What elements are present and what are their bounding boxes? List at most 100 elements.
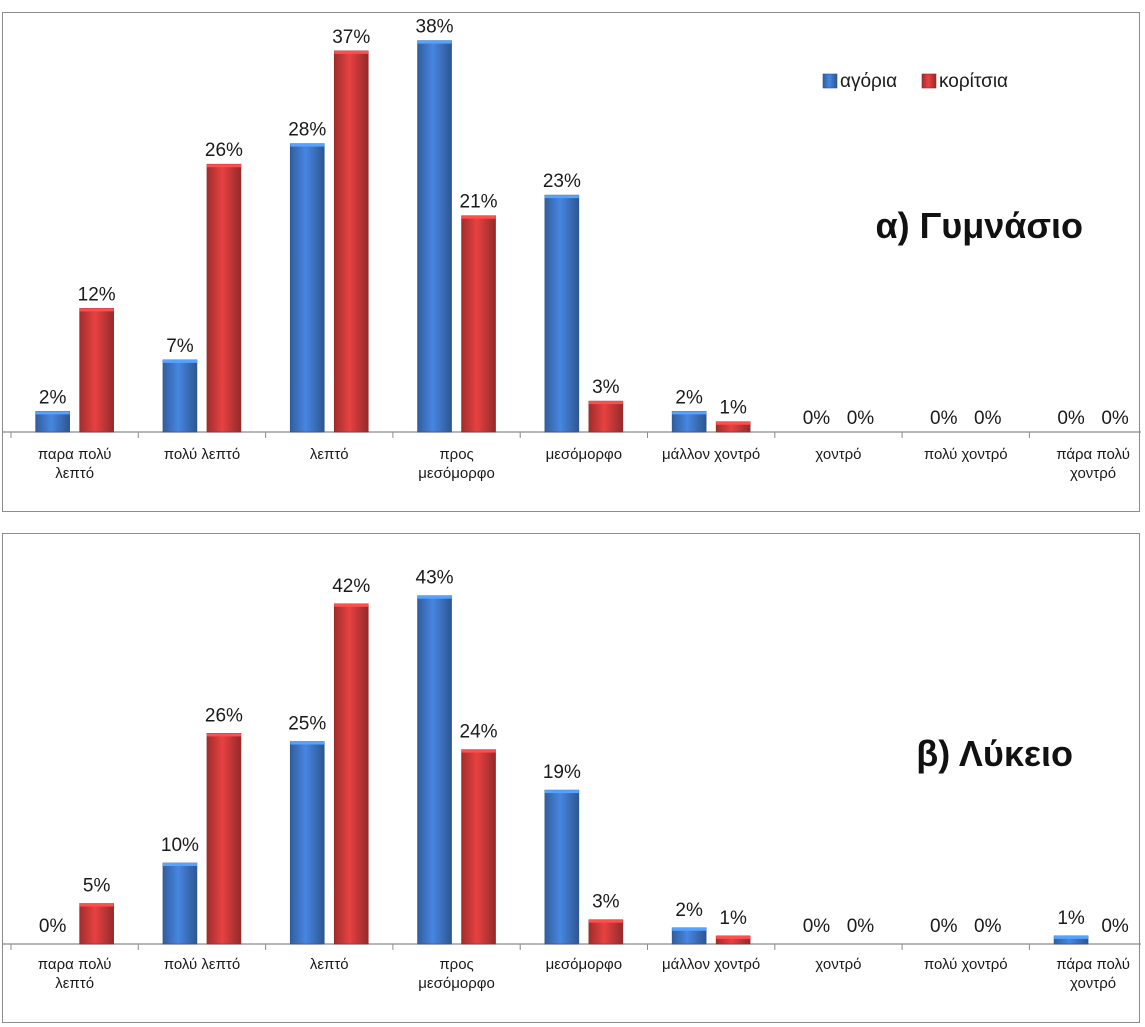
bar-cap xyxy=(290,741,325,745)
chart-panel-lykeio: 0% 5% παρα πολύ λεπτό 10% 26% πολύ λεπτό 25% 42%… xyxy=(2,533,1141,1023)
data-label-girls: 12% xyxy=(78,284,116,305)
category-label: παρα πολύ xyxy=(38,446,112,463)
data-label-girls: 0% xyxy=(974,916,1002,937)
bar-girls xyxy=(461,749,496,945)
data-label-boys: 43% xyxy=(416,568,454,589)
bar-cap xyxy=(1054,935,1089,939)
data-label-girls: 1% xyxy=(719,398,747,419)
data-label-girls: 24% xyxy=(460,722,498,743)
bar-cap xyxy=(672,411,707,415)
data-label-boys: 0% xyxy=(39,916,67,937)
legend-label: αγόρια xyxy=(840,71,897,92)
bar-girls xyxy=(333,50,369,433)
data-label-girls: 5% xyxy=(83,876,111,897)
category-label: πολύ λεπτό xyxy=(164,446,241,463)
bar-girls xyxy=(333,603,369,945)
data-label-boys: 2% xyxy=(675,387,703,408)
bar-boys xyxy=(289,741,325,945)
category-label: προς xyxy=(439,956,473,973)
category-label: λεπτό xyxy=(55,975,94,992)
data-label-boys: 25% xyxy=(288,714,326,735)
data-label-boys: 1% xyxy=(1057,908,1085,929)
bar-boys xyxy=(162,862,198,945)
data-label-boys: 2% xyxy=(675,900,703,921)
data-label-boys: 0% xyxy=(930,916,958,937)
data-label-girls: 42% xyxy=(332,576,370,597)
bar-boys xyxy=(544,194,580,433)
bar-boys xyxy=(417,40,452,433)
data-label-boys: 19% xyxy=(543,762,581,783)
data-label-boys: 2% xyxy=(39,387,67,408)
legend-label: κορίτσια xyxy=(939,71,1008,92)
chart-gymnasio: 2% 12% παρα πολύ λεπτό 7% 26% πολύ λεπτό 28% 37%… xyxy=(3,17,1141,482)
bar-cap xyxy=(162,359,197,363)
bar-girls xyxy=(588,919,624,945)
data-label-girls: 21% xyxy=(460,192,498,213)
data-label-boys: 23% xyxy=(543,171,581,192)
category-label: πάρα πολύ xyxy=(1056,446,1130,463)
chart-title: β) Λύκειο xyxy=(916,733,1073,774)
bar-boys xyxy=(35,411,70,433)
data-label-boys: 7% xyxy=(166,336,194,357)
category-label: χοντρό xyxy=(815,956,861,973)
bar-girls xyxy=(206,163,242,433)
data-label-girls: 0% xyxy=(974,408,1002,429)
data-label-girls: 0% xyxy=(847,408,875,429)
category-label: μάλλον χοντρό xyxy=(662,956,760,973)
data-label-girls: 26% xyxy=(205,705,243,726)
data-label-girls: 26% xyxy=(205,140,243,161)
bar-cap xyxy=(79,903,114,907)
bar-cap xyxy=(716,421,751,425)
bar-cap xyxy=(544,790,579,794)
bar-cap xyxy=(716,935,751,939)
bar-cap xyxy=(417,40,452,44)
category-label: μάλλον χοντρό xyxy=(662,446,760,463)
bar-cap xyxy=(35,411,70,415)
bar-girls xyxy=(588,400,624,433)
data-label-boys: 0% xyxy=(803,408,831,429)
category-label: πολύ χοντρό xyxy=(924,956,1008,973)
bar-cap xyxy=(79,308,114,312)
category-label: χοντρό xyxy=(815,446,861,463)
data-label-boys: 0% xyxy=(1057,408,1085,429)
bar-cap xyxy=(290,143,325,147)
category-label: πολύ χοντρό xyxy=(924,446,1008,463)
chart-lykeio: 0% 5% παρα πολύ λεπτό 10% 26% πολύ λεπτό 25% 42%… xyxy=(3,568,1141,992)
bar-boys xyxy=(544,789,580,945)
bar-boys xyxy=(289,143,325,433)
bar-cap xyxy=(417,595,452,599)
bar-boys xyxy=(162,359,198,433)
data-label-girls: 3% xyxy=(592,892,620,913)
data-label-boys: 10% xyxy=(161,835,199,856)
bar-cap xyxy=(334,50,369,54)
data-label-boys: 0% xyxy=(803,916,831,937)
bar-cap xyxy=(461,749,496,753)
bar-girls xyxy=(79,308,114,433)
category-label: πάρα πολύ xyxy=(1056,956,1130,973)
category-label: χοντρό xyxy=(1070,975,1116,992)
bar-cap xyxy=(588,401,623,405)
bar-cap xyxy=(334,603,369,607)
bar-cap xyxy=(588,919,623,923)
legend-swatch xyxy=(822,73,838,89)
data-label-girls: 0% xyxy=(1101,916,1129,937)
data-label-girls: 37% xyxy=(332,27,370,48)
chart-title: α) Γυμνάσιο xyxy=(875,205,1083,246)
category-label: μεσόμορφο xyxy=(418,975,495,992)
bar-cap xyxy=(206,733,241,737)
bar-boys xyxy=(671,411,707,433)
chart-panel-gymnasio: 2% 12% παρα πολύ λεπτό 7% 26% πολύ λεπτό 28% 37%… xyxy=(2,12,1141,512)
bar-cap xyxy=(672,927,707,931)
data-label-girls: 3% xyxy=(592,377,620,398)
category-label: χοντρό xyxy=(1070,465,1116,482)
bar-cap xyxy=(206,164,241,168)
bar-girls xyxy=(206,733,242,945)
bar-boys xyxy=(417,595,452,945)
bar-cap xyxy=(544,195,579,199)
category-label: μεσόμορφο xyxy=(546,956,623,973)
legend-swatch xyxy=(921,73,937,89)
data-label-girls: 0% xyxy=(1101,408,1129,429)
category-label: προς xyxy=(439,446,473,463)
bar-girls xyxy=(79,903,114,945)
category-label: μεσόμορφο xyxy=(546,446,623,463)
